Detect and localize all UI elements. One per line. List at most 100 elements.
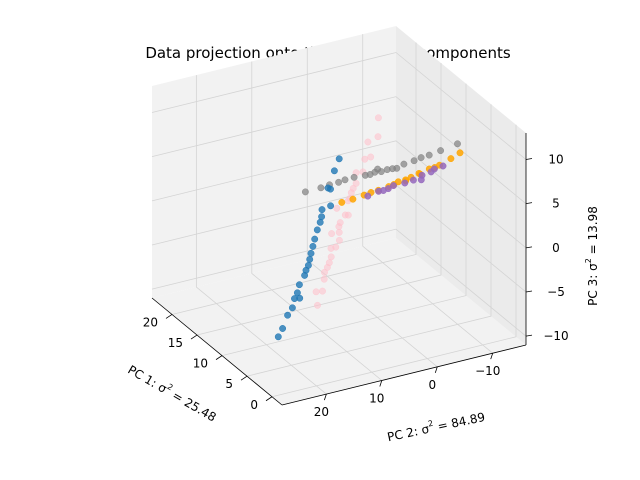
data-point [425, 151, 433, 159]
data-point [314, 301, 321, 309]
y-tick-mark [379, 380, 383, 387]
data-point [302, 266, 310, 274]
data-point [335, 228, 343, 236]
data-point [313, 226, 321, 234]
data-point [374, 133, 382, 141]
data-point [288, 304, 296, 312]
data-point [317, 184, 325, 192]
data-point [323, 263, 331, 271]
z-tick-mark [525, 246, 533, 249]
data-point [437, 147, 445, 155]
y-axis-line [281, 344, 527, 406]
z-axis-label-suffix: = 13.98 [586, 206, 600, 258]
x-tick-mark [240, 375, 248, 381]
data-point [364, 138, 372, 146]
x-tick-label: 5 [225, 377, 233, 391]
z-tick-mark [525, 158, 533, 160]
axis-lines [151, 133, 527, 406]
data-point [349, 195, 357, 203]
z-tick-mark [525, 202, 533, 205]
z-axis-label-exponent: 2 [584, 258, 593, 263]
data-point [324, 184, 332, 192]
x-tick-mark [165, 314, 173, 319]
x-tick-mark [190, 334, 198, 340]
y-axis-label-prefix: PC 2: σ [386, 422, 431, 445]
data-point [374, 114, 382, 122]
data-point [374, 165, 382, 173]
z-gridline [151, 96, 527, 204]
data-point [335, 236, 343, 244]
data-point [350, 173, 358, 181]
x-axis-label-exponent: 2 [166, 382, 175, 392]
data-point [296, 294, 304, 302]
data-point [361, 155, 369, 163]
data-point [320, 275, 328, 283]
tick-labels: 0 5 10 15 20 20 10 0 −10 −10 −5 0 5 10 [143, 153, 569, 420]
z-tick-mark [525, 334, 533, 337]
x-axis-label-suffix: = 25.48 [167, 386, 219, 424]
x-tick-label: 10 [193, 357, 208, 371]
data-point [430, 165, 438, 173]
data-point [341, 211, 349, 219]
data-point [295, 281, 303, 289]
data-point [417, 154, 425, 162]
data-point [328, 230, 336, 238]
data-point [309, 242, 317, 250]
data-point [456, 149, 464, 157]
x-tick-label: 15 [168, 336, 183, 350]
data-point [389, 165, 396, 173]
z-axis-label: PC 3: σ2 = 13.98 [584, 206, 600, 306]
y-tick-mark [490, 353, 494, 360]
data-point [454, 140, 461, 148]
x-tick-mark [215, 355, 223, 360]
z-axis-label-prefix: PC 3: σ [586, 263, 600, 306]
data-point [330, 167, 338, 175]
data-point [307, 249, 315, 257]
y-axis-label-suffix: = 84.89 [433, 410, 487, 435]
data-point [327, 202, 335, 210]
z-tick-label: −10 [543, 329, 568, 343]
data-point [349, 184, 357, 192]
z-tick-label: 0 [552, 241, 560, 255]
data-point [319, 287, 326, 295]
y-tick-mark [434, 366, 438, 373]
data-points [274, 114, 464, 341]
x-tick-label: 20 [143, 315, 158, 329]
data-point [410, 157, 418, 165]
y-axis-label-exponent: 2 [427, 419, 434, 429]
data-point [366, 171, 374, 178]
y-axis-label: PC 2: σ2 = 84.89 [386, 408, 487, 444]
data-point [312, 288, 320, 296]
data-point [316, 218, 324, 226]
data-point [367, 153, 375, 161]
data-point [284, 311, 292, 319]
data-point [439, 162, 447, 170]
x-tick-mark [265, 396, 273, 402]
z-tick-label: 5 [552, 197, 560, 211]
x-tick-label: 0 [250, 398, 258, 412]
y-tick-label: 0 [428, 378, 436, 392]
data-point [341, 176, 349, 184]
data-point [274, 333, 282, 341]
y-tick-label: 10 [369, 391, 384, 405]
z-tick-label: −5 [547, 285, 565, 299]
x-axis-label-prefix: PC 1: σ [125, 363, 169, 397]
data-point [279, 325, 287, 332]
data-point [311, 235, 319, 243]
data-point [417, 176, 425, 184]
data-point [335, 178, 343, 186]
data-point [338, 198, 346, 206]
data-point [336, 219, 344, 227]
data-point [332, 243, 340, 251]
data-point [327, 253, 335, 261]
y-tick-mark [323, 393, 327, 401]
z-tick-mark [525, 290, 533, 293]
data-point [447, 155, 455, 163]
data-point [379, 187, 387, 194]
data-point [364, 192, 372, 200]
data-point [409, 176, 417, 184]
data-point [335, 155, 343, 163]
z-gridline [151, 52, 527, 160]
y-tick-label: 20 [314, 405, 329, 419]
